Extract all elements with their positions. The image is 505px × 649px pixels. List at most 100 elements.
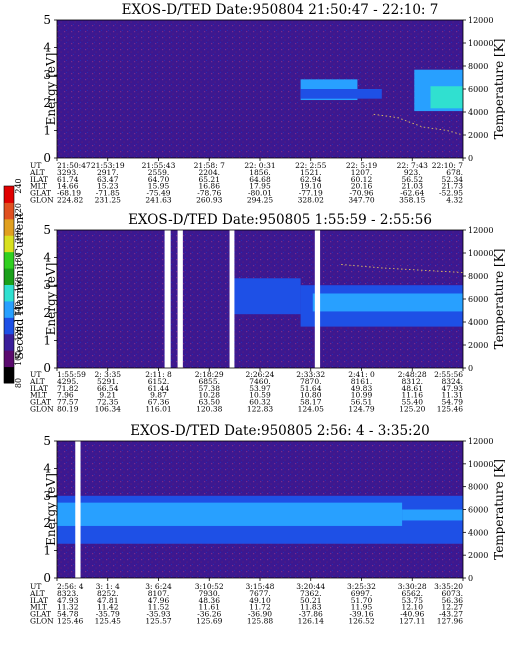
ephemeris-value: 3:30:28: [398, 582, 427, 591]
ephemeris-value: 4295.: [57, 377, 78, 386]
ephemeris-value: 125.45: [95, 617, 121, 626]
ephemeris-value: 17.95: [249, 182, 271, 191]
temperature-tick-label: 12000: [468, 226, 493, 235]
ephemeris-value: 56.36: [442, 596, 464, 605]
ephemeris-value: 62.94: [300, 175, 322, 184]
ephemeris-value: 124.79: [348, 405, 374, 414]
ephemeris-value: 122.83: [247, 405, 273, 414]
ephemeris-value: 2:26:24: [246, 370, 275, 379]
temperature-tick-label: 6000: [468, 85, 488, 94]
colorbar-swatch: [4, 333, 14, 351]
ephemeris-value: 16.86: [199, 182, 221, 191]
ephemeris-value: 15.23: [97, 182, 119, 191]
ephemeris-value: 7362.: [300, 589, 321, 598]
ephemeris-value: -43.27: [439, 610, 463, 619]
ephemeris-value: 328.02: [298, 196, 324, 205]
energy-tick-label: 1: [43, 544, 51, 558]
ephemeris-value: 11.72: [249, 603, 271, 612]
ephemeris-value: 71.82: [57, 384, 79, 393]
ephemeris-value: 47.81: [97, 596, 118, 605]
ephemeris-row-label: GLAT: [30, 398, 51, 407]
ephemeris-value: 67.36: [148, 398, 170, 407]
energy-tick-label: 3: [43, 68, 51, 82]
ephemeris-row-label: MLT: [30, 182, 47, 191]
ephemeris-value: 8324.: [442, 377, 463, 386]
intensity-band: [312, 293, 463, 312]
ephemeris-value: 51.70: [351, 596, 373, 605]
ephemeris-value: 56.51: [351, 398, 372, 407]
ephemeris-value: 72.35: [97, 398, 119, 407]
colorbar-swatch: [4, 284, 14, 302]
temperature-tick-label: 0: [468, 574, 473, 583]
ephemeris-row-label: ILAT: [30, 175, 48, 184]
ephemeris-value: 7460.: [249, 377, 270, 386]
ephemeris-value: 7.96: [57, 391, 74, 400]
data-gap: [177, 230, 183, 368]
ephemeris-value: -40.96: [400, 610, 424, 619]
ephemeris-row-label: ALT: [29, 168, 45, 177]
panel-2: EXOS-D/TED Date:950805 1:55:59 - 2:55:56…: [29, 212, 505, 414]
ephemeris-value: 22: 2:55: [295, 161, 327, 170]
ephemeris-value: 1856.: [249, 168, 270, 177]
ephemeris-value: 6855.: [199, 377, 220, 386]
ephemeris-value: 12.10: [402, 603, 424, 612]
colorbar-tick-label: 200: [14, 228, 23, 243]
ephemeris-value: 11.52: [148, 603, 170, 612]
data-gap: [75, 441, 81, 578]
ephemeris-value: 3:15:48: [246, 582, 275, 591]
ephemeris-row-label: ALT: [29, 377, 45, 386]
ephemeris-value: 231.25: [95, 196, 121, 205]
ephemeris-value: 52.34: [442, 175, 464, 184]
ephemeris-value: 10.59: [249, 391, 271, 400]
energy-tick-label: 4: [43, 461, 51, 475]
colorbar-tick-label: 180: [14, 252, 23, 267]
ephemeris-value: 2:48:28: [398, 370, 427, 379]
ephemeris-value: 2917.: [97, 168, 118, 177]
ephemeris-value: -75.49: [146, 189, 170, 198]
ephemeris-value: 7677.: [249, 589, 270, 598]
colorbar-ticks: 80 100 120 140 160 180 200 220 240: [14, 178, 23, 388]
ephemeris-value: 21.73: [442, 182, 464, 191]
ephemeris-value: 1521.: [300, 168, 321, 177]
ephemeris-value: 8252.: [97, 589, 118, 598]
temperature-tick-label: 12000: [468, 437, 493, 446]
ephemeris-value: 6152.: [148, 377, 169, 386]
temperature-trace: [373, 113, 464, 136]
ephemeris-row-label: MLT: [30, 603, 47, 612]
colorbar-tick-label: 240: [14, 178, 23, 193]
intensity-band: [231, 278, 301, 315]
data-gap: [164, 230, 171, 368]
intensity-band: [300, 89, 382, 99]
ephemeris-value: 63.47: [97, 175, 119, 184]
colorbar-frame: [3, 185, 15, 384]
colorbar-swatches: [3, 185, 15, 384]
colorbar-swatch: [4, 366, 14, 384]
ephemeris-value: 1207.: [351, 168, 372, 177]
ephemeris-value: 2:55:56: [434, 370, 463, 379]
ephemeris-value: 19.10: [300, 182, 322, 191]
ephemeris-value: 22: 5:19: [346, 161, 378, 170]
ephemeris-value: 10.28: [199, 391, 221, 400]
colorbar-tick-label: 220: [14, 203, 23, 218]
temperature-trace: [341, 264, 464, 273]
ephemeris-value: 22: 7:43: [397, 161, 429, 170]
ephemeris-value: 64.68: [249, 175, 271, 184]
temperature-axis-label: Temperature [K]: [492, 39, 505, 140]
ephemeris-value: 60.12: [351, 175, 373, 184]
energy-tick-label: 4: [43, 41, 51, 55]
ephemeris-value: 65.21: [199, 175, 220, 184]
temperature-axis-label: Temperature [K]: [492, 459, 505, 560]
energy-tick-label: 1: [43, 123, 51, 137]
ephemeris-value: 11.61: [199, 603, 220, 612]
temperature-tick-label: 6000: [468, 506, 488, 515]
colorbar-swatch: [4, 268, 14, 285]
intensity-band: [402, 509, 463, 521]
ephemeris-value: 22:10: 7: [432, 161, 464, 170]
temperature-tick-label: 12000: [468, 16, 493, 25]
ephemeris-value: 126.14: [298, 617, 324, 626]
ephemeris-value: 56.52: [402, 175, 424, 184]
ephemeris-value: 12.27: [442, 603, 464, 612]
ephemeris-value: 53.75: [402, 596, 424, 605]
ephemeris-value: 55.40: [402, 398, 424, 407]
